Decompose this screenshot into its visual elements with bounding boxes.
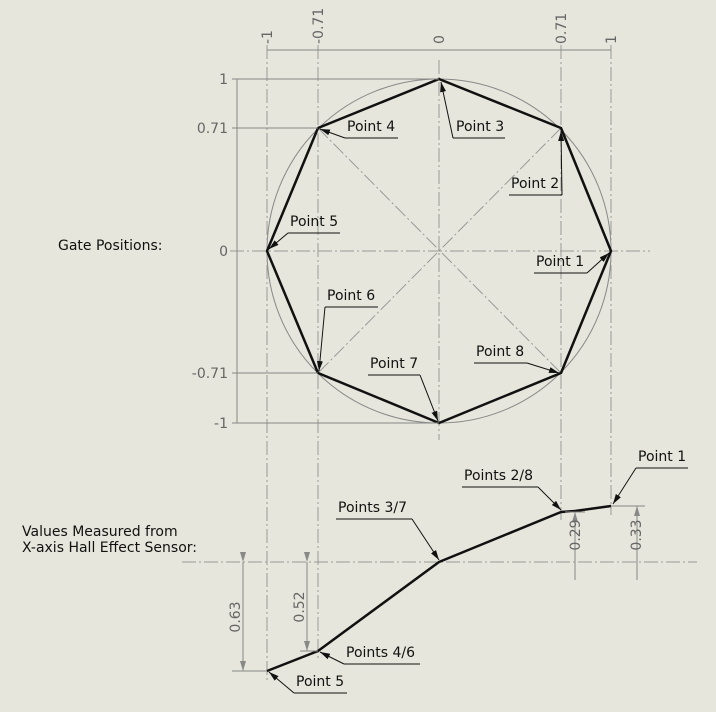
point-label: Points 2/8	[464, 468, 533, 484]
dimension: 1	[219, 72, 228, 88]
leader	[558, 130, 565, 196]
point-label: Point 3	[456, 119, 504, 135]
leader	[268, 671, 295, 694]
drawing-line	[266, 504, 612, 673]
point-label: Point 8	[476, 344, 524, 360]
point-label: Point 5	[296, 674, 344, 690]
dimension: 0.71	[197, 121, 228, 137]
point-label: Point 1	[536, 254, 584, 270]
point-label: Point 2	[511, 176, 559, 192]
geometry	[182, 45, 697, 680]
leader	[268, 232, 289, 250]
leader	[526, 362, 560, 374]
dimension: 1	[604, 35, 620, 44]
point-label: Point 4	[347, 119, 395, 135]
dimension: 0.71	[554, 13, 570, 44]
point-label: Points 4/6	[346, 645, 415, 661]
point-label: Point 6	[327, 288, 375, 304]
dimension: 0	[432, 35, 448, 44]
drawing-line	[265, 77, 613, 425]
drawing-line	[317, 127, 562, 374]
label: Gate Positions:	[58, 238, 163, 254]
dimension: 0.63	[228, 601, 244, 632]
leader	[411, 518, 440, 561]
leader	[537, 486, 562, 511]
leader	[586, 252, 610, 274]
dimension: 0.29	[568, 519, 584, 550]
leader	[612, 467, 637, 505]
leader	[319, 651, 345, 665]
point-label: Point 1	[638, 449, 686, 465]
leader	[440, 81, 454, 139]
dimension: 0.33	[629, 519, 645, 550]
leader	[419, 374, 439, 422]
label: Values Measured from	[22, 524, 178, 540]
dimension: -0.71	[192, 366, 228, 382]
dimension: 0	[219, 244, 228, 260]
point-label: Point 7	[370, 356, 418, 372]
dimension: -1	[214, 416, 228, 432]
dimension: 0.52	[292, 591, 308, 622]
leader	[319, 128, 346, 139]
point-label: Point 5	[290, 214, 338, 230]
label: X-axis Hall Effect Sensor:	[22, 540, 197, 556]
dimension: -0.71	[311, 8, 327, 44]
dimension: -1	[260, 30, 276, 44]
leader	[316, 306, 326, 372]
point-label: Points 3/7	[338, 500, 407, 516]
